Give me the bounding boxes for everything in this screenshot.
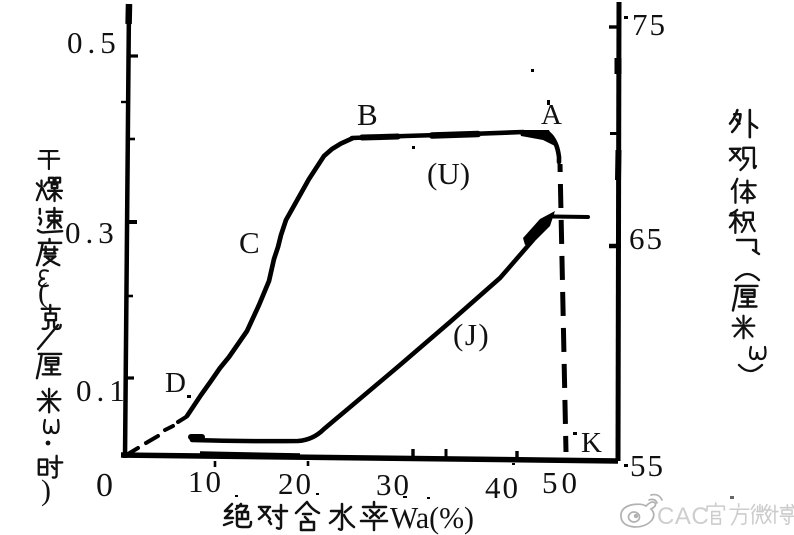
svg-text:D: D [165,367,186,399]
svg-text:40: 40 [485,470,520,505]
svg-text:B: B [357,97,378,132]
svg-text:0.3: 0.3 [65,215,119,250]
svg-text:65: 65 [629,221,664,256]
svg-text:CAC: CAC [657,503,709,530]
svg-text:A: A [541,99,562,131]
svg-text:10: 10 [188,464,223,499]
svg-text:0.5: 0.5 [67,25,121,60]
svg-text:(J): (J) [453,317,490,352]
svg-text:Wa(%): Wa(%) [390,500,474,535]
svg-text:C: C [239,225,260,260]
svg-text:55: 55 [630,448,665,483]
svg-text:K: K [581,427,602,459]
svg-text:(U): (U) [427,156,470,191]
svg-text:(: ( [38,277,48,309]
svg-text:50: 50 [542,465,581,500]
svg-text:0: 0 [96,467,113,504]
svg-text:): ) [41,474,51,507]
svg-text:20: 20 [278,466,313,501]
svg-text:75: 75 [632,7,667,42]
svg-text:0.1: 0.1 [76,373,130,408]
